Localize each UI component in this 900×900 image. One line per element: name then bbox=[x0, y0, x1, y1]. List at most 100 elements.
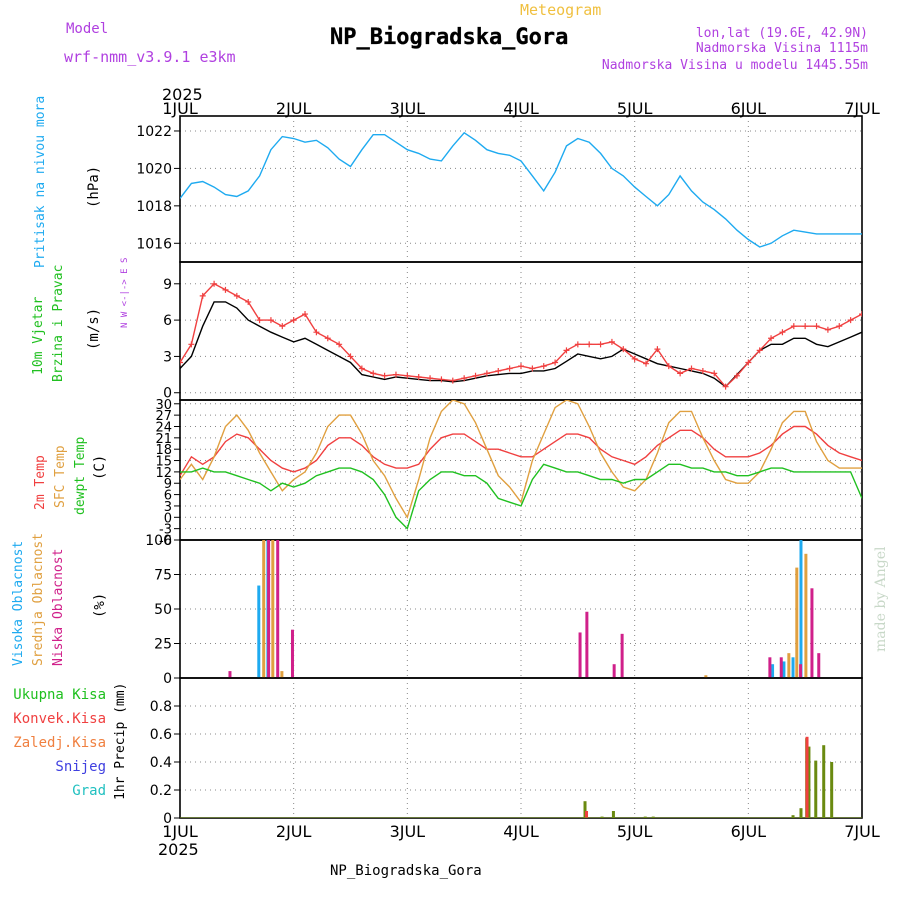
pressure-ylabel: Pritisak na nivou mora bbox=[33, 96, 48, 268]
top-time-axis: 1JUL 2JUL 3JUL 4JUL 5JUL 6JUL 7JUL bbox=[162, 99, 880, 118]
series-sfc-temp bbox=[180, 400, 862, 520]
gust-marker bbox=[711, 370, 718, 377]
temp-ylabel-2m: 2m Temp bbox=[33, 455, 48, 510]
ytick-label: 3 bbox=[164, 500, 172, 515]
ytick-label: 0.6 bbox=[150, 727, 172, 743]
bar-visoka-oblacnost bbox=[771, 664, 775, 678]
bar-niska-oblacnost bbox=[578, 632, 582, 678]
gust-marker bbox=[358, 365, 365, 372]
gust-marker bbox=[779, 329, 786, 336]
bar-srednja-oblacnost bbox=[280, 671, 284, 678]
ytick-label: 50 bbox=[154, 602, 172, 618]
ytick-label: 1020 bbox=[136, 161, 172, 177]
bottom-time-label: 1JUL bbox=[162, 822, 198, 841]
ytick-label: 100 bbox=[145, 533, 172, 549]
bar-niska-oblacnost bbox=[620, 633, 624, 678]
ytick-label: 3 bbox=[163, 349, 172, 365]
panel-plot-area bbox=[180, 131, 862, 248]
ytick-label: 27 bbox=[155, 409, 172, 424]
gust-marker bbox=[813, 323, 820, 330]
gust-marker bbox=[427, 375, 434, 382]
bar-niska-oblacnost bbox=[276, 540, 280, 678]
ytick-label: 0.8 bbox=[150, 699, 172, 715]
bottom-time-label: 4JUL bbox=[503, 822, 539, 841]
gust-marker bbox=[370, 370, 377, 377]
gust-marker bbox=[506, 365, 513, 372]
panels: 10161018102010220369-6-30369121518212427… bbox=[136, 115, 868, 827]
cloud-ylabel-high: Visoka Oblacnost bbox=[11, 541, 26, 666]
bar-niska-oblacnost bbox=[779, 657, 783, 678]
series-brzina bbox=[180, 301, 862, 388]
gust-marker bbox=[188, 341, 195, 348]
bar-ukupna-kisa bbox=[830, 762, 834, 818]
panel-plot-area bbox=[180, 400, 862, 530]
bar-srednja-oblacnost bbox=[804, 553, 808, 678]
pressure-unit: (hPa) bbox=[86, 166, 102, 208]
gust-marker bbox=[790, 323, 797, 330]
gust-marker bbox=[824, 326, 831, 333]
bottom-time-label: 3JUL bbox=[390, 822, 426, 841]
wind-ylabel-1: 10m Vjetar bbox=[31, 297, 46, 375]
page-title: NP_Biogradska_Gora bbox=[330, 25, 568, 50]
gust-marker bbox=[722, 383, 729, 390]
bar-ukupna-kisa bbox=[807, 746, 811, 818]
gust-marker bbox=[859, 311, 862, 318]
gust-marker bbox=[768, 335, 775, 342]
bar-niska-oblacnost bbox=[865, 674, 868, 678]
gust-marker bbox=[245, 298, 252, 305]
series-pritisak bbox=[180, 131, 862, 248]
gust-marker bbox=[302, 311, 309, 318]
gust-marker bbox=[665, 363, 672, 370]
bar-visoka-oblacnost bbox=[799, 540, 803, 678]
gust-marker bbox=[847, 317, 854, 324]
precip-legend-item: Grad bbox=[72, 783, 106, 799]
panel-pressure: 1016 1018 1020 1022 bbox=[136, 115, 863, 263]
ytick-label: 1022 bbox=[136, 124, 172, 140]
gust-marker bbox=[620, 346, 627, 353]
ytick-label: -6 bbox=[159, 534, 172, 549]
ytick-label: 15 bbox=[155, 455, 172, 470]
top-time-label: 3JUL bbox=[390, 99, 426, 118]
gust-marker bbox=[279, 323, 286, 330]
wind-compass: N W <-|-> E S bbox=[120, 258, 130, 328]
top-time-label: 6JUL bbox=[731, 99, 767, 118]
gust-marker bbox=[211, 280, 218, 287]
bar-ukupna-kisa bbox=[611, 811, 615, 818]
panel-plot-area bbox=[180, 280, 862, 390]
ytick-label: 0.2 bbox=[150, 783, 172, 799]
gust-marker bbox=[449, 377, 456, 384]
gust-marker bbox=[540, 363, 547, 370]
ytick-label: 0 bbox=[164, 511, 172, 526]
ytick-label: 18 bbox=[155, 443, 172, 458]
panel-clouds: 0 25 50 75 100 bbox=[145, 533, 868, 687]
bar-niska-oblacnost bbox=[228, 671, 232, 678]
gust-marker bbox=[324, 335, 331, 342]
gust-marker bbox=[290, 317, 297, 324]
footer-station: NP_Biogradska_Gora bbox=[330, 863, 482, 879]
bottom-time-label: 5JUL bbox=[617, 822, 653, 841]
precip-legend: Ukupna Kisa Konvek.Kisa Zaledj.Kisa Snijeg G… bbox=[13, 687, 106, 799]
ytick-label: 0 bbox=[163, 671, 172, 687]
temp-ylabel-sfc: SFC Temp bbox=[53, 445, 68, 508]
panel-plot-area bbox=[180, 540, 868, 678]
year-bottom: 2025 bbox=[158, 840, 199, 859]
gust-marker bbox=[574, 341, 581, 348]
gust-marker bbox=[256, 317, 263, 324]
ytick-label: 25 bbox=[154, 637, 172, 653]
bar-niska-oblacnost bbox=[612, 664, 616, 678]
gust-marker bbox=[733, 372, 740, 379]
cloud-ylabel-mid: Srednja Oblacnost bbox=[31, 533, 46, 666]
ytick-label: 12 bbox=[155, 466, 172, 481]
ytick-label: -3 bbox=[159, 523, 172, 538]
gust-marker bbox=[677, 370, 684, 377]
bar-konvek-kisa bbox=[805, 736, 809, 818]
bar-ukupna-kisa bbox=[822, 745, 826, 818]
temp-unit: (C) bbox=[92, 455, 108, 480]
precip-legend-item: Snijeg bbox=[55, 759, 106, 775]
bar-niska-oblacnost bbox=[768, 657, 772, 678]
top-time-label: 2JUL bbox=[276, 99, 312, 118]
gust-marker bbox=[563, 347, 570, 354]
panel-frame bbox=[179, 115, 863, 263]
year-top: 2025 bbox=[162, 85, 203, 104]
